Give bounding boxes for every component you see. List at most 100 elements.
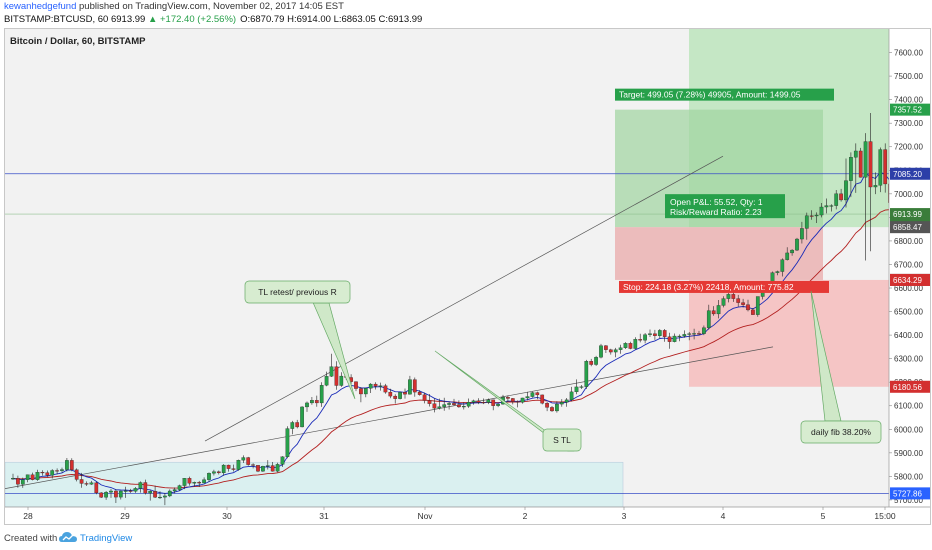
candle-body — [569, 391, 574, 401]
candle-body — [657, 330, 662, 336]
candle-body — [99, 492, 104, 498]
candle-body — [697, 333, 701, 335]
candle-body — [256, 465, 260, 472]
candle-body — [589, 361, 594, 365]
candle-body — [638, 339, 643, 341]
candle-body — [45, 472, 50, 476]
candle-body — [824, 205, 829, 208]
price-tick-label: 7400.00 — [894, 96, 923, 105]
candle-body — [383, 385, 388, 393]
price-tick-label: 6700.00 — [894, 260, 923, 269]
candle-body — [143, 482, 148, 494]
candle-body — [515, 401, 520, 403]
candle-body — [412, 379, 417, 393]
candle-body — [486, 399, 491, 403]
long-trend-line — [5, 346, 774, 489]
candle-body — [89, 482, 94, 485]
support-trend-line — [204, 155, 724, 442]
candle-body — [25, 474, 30, 480]
candle-body — [212, 471, 216, 474]
candle-body — [741, 302, 745, 305]
created-with-text: Created with — [4, 533, 58, 544]
candle-body — [496, 403, 500, 406]
price-tick-label: 7000.00 — [894, 190, 923, 199]
candle-body — [388, 391, 393, 397]
candle-body — [804, 215, 809, 229]
candle-body — [844, 180, 848, 201]
candle-body — [118, 490, 123, 498]
candle-body — [30, 474, 35, 480]
candle-body — [618, 347, 623, 350]
candle-body — [466, 402, 471, 407]
candle-body — [167, 490, 172, 497]
stop-zone-outer — [689, 279, 889, 387]
candle-body — [231, 468, 236, 470]
price-tag-bg — [890, 167, 930, 180]
price-tick-label: 6000.00 — [894, 425, 923, 434]
annotation-tl-retest-box — [244, 280, 351, 304]
candle-body — [158, 496, 162, 499]
time-tick-label: 4 — [721, 511, 726, 521]
time-tick-label: 31 — [319, 511, 329, 521]
candle-body — [525, 396, 530, 399]
candle-body — [398, 392, 402, 399]
candle-body — [192, 482, 197, 484]
candle-body — [633, 339, 638, 349]
candle-body — [114, 490, 118, 498]
candle-body — [305, 402, 309, 408]
candle-body — [148, 491, 153, 494]
candle-body — [834, 193, 839, 206]
candle-body — [422, 394, 427, 401]
candle-body — [628, 343, 633, 349]
price-tag-bg — [890, 380, 930, 393]
candle-body — [35, 472, 40, 480]
candle-body — [329, 366, 334, 377]
price-tag: 7357.52 — [893, 106, 922, 115]
candle-body — [300, 406, 304, 428]
published-text: published on TradingView.com, November 0… — [79, 1, 344, 12]
price-tick-label: 5800.00 — [894, 472, 923, 481]
price-tick-label: 7600.00 — [894, 49, 923, 58]
chart-panel[interactable]: Target: 499.05 (7.28%) 49905, Amount: 14… — [4, 28, 931, 525]
candle-body — [324, 376, 329, 386]
price-chart[interactable]: Target: 499.05 (7.28%) 49905, Amount: 14… — [5, 29, 930, 524]
candle-body — [878, 149, 883, 186]
stop-label: Stop: 224.18 (3.27%) 22418, Amount: 775.… — [623, 282, 794, 292]
time-tick-label: 29 — [120, 511, 130, 521]
candle-body — [207, 473, 211, 480]
candle-body — [457, 404, 461, 408]
candle-body — [197, 482, 202, 484]
annotation-s-tl: S TL — [553, 435, 571, 445]
pnl-box — [665, 194, 785, 219]
stop-label-bg — [619, 280, 829, 293]
candle-body — [819, 206, 824, 216]
author-link[interactable]: kewanhedgefund — [4, 1, 77, 12]
candle-body — [339, 375, 344, 386]
candle-body — [706, 310, 711, 328]
price-change: ▲ +172.40 (+2.56%) — [147, 14, 237, 25]
candle-body — [883, 149, 888, 185]
candle-body — [829, 205, 834, 207]
candle-body — [682, 334, 687, 337]
candle-body — [319, 385, 324, 404]
candle-body — [574, 386, 579, 393]
candle-body — [677, 335, 682, 338]
price-tag-bg — [890, 487, 930, 500]
time-tick-label: 15:00 — [874, 511, 896, 521]
candle-body — [716, 305, 721, 315]
candle-body — [853, 150, 858, 158]
footer: Created with TradingView — [0, 528, 932, 550]
tradingview-brand[interactable]: TradingView — [80, 533, 133, 544]
target-label: Target: 499.05 (7.28%) 49905, Amount: 14… — [619, 90, 801, 100]
price-tick-label: 7300.00 — [894, 119, 923, 128]
candle-body — [662, 330, 667, 337]
candle-body — [373, 383, 378, 387]
time-axis[interactable] — [5, 507, 930, 524]
candle-body — [123, 490, 128, 492]
candle-body — [814, 214, 819, 217]
candle-body — [104, 492, 108, 498]
candle-body — [182, 478, 187, 486]
candle-body — [216, 471, 221, 474]
candle-body — [751, 309, 755, 315]
candle-body — [334, 366, 339, 386]
